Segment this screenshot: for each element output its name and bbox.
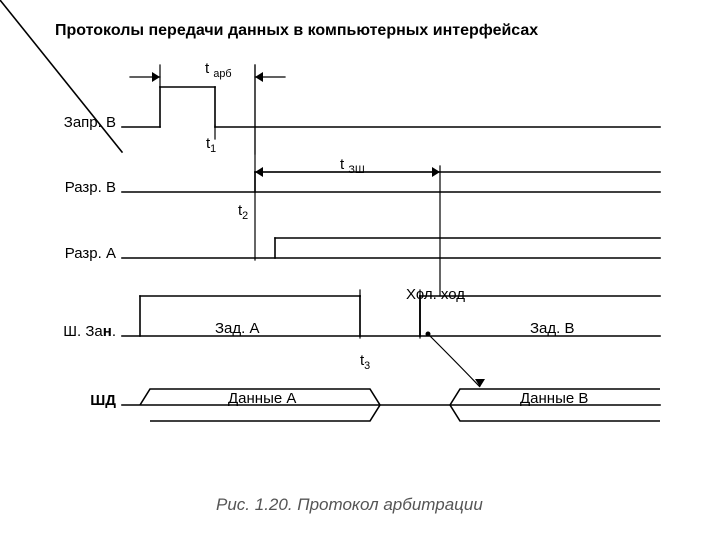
timing-diagram [0,0,720,540]
